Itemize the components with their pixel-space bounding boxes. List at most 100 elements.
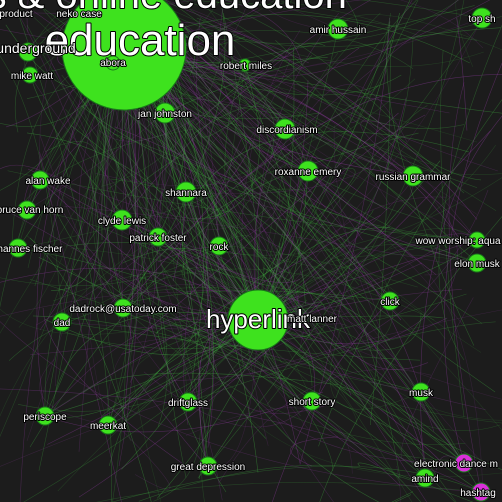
node-short-story-circle[interactable] xyxy=(302,391,322,411)
node-education-circle[interactable] xyxy=(61,0,187,111)
graph-edge xyxy=(257,105,428,321)
node-bruce-van-horn-label: bruce van horn xyxy=(0,205,63,216)
node-periscope-circle[interactable] xyxy=(35,406,55,426)
graph-edge xyxy=(19,28,98,502)
node-underground-circle[interactable] xyxy=(18,42,38,62)
node-driftglass-circle[interactable] xyxy=(178,392,198,412)
graph-edge xyxy=(123,47,502,431)
node-shannara-circle[interactable] xyxy=(175,181,197,203)
graph-edge xyxy=(257,239,478,321)
graph-edge xyxy=(257,52,339,321)
node-amind-circle[interactable] xyxy=(415,468,435,488)
graph-edge xyxy=(122,307,466,445)
node-alan-wake-label: alan wake xyxy=(25,176,70,187)
node-johannes-fischer-circle[interactable] xyxy=(8,238,28,258)
node-russian-grammar-circle[interactable] xyxy=(402,165,424,187)
graph-edge xyxy=(192,0,293,6)
graph-edge xyxy=(265,196,447,319)
graph-edge xyxy=(39,0,372,331)
graph-edge xyxy=(39,135,189,403)
node-russian-grammar-label: russian grammar xyxy=(375,172,451,183)
node-robert-miles-label: robert miles xyxy=(220,61,272,72)
graph-edge xyxy=(0,309,502,467)
graph-edge xyxy=(39,358,109,426)
graph-edge xyxy=(236,188,312,321)
graph-edge xyxy=(350,0,413,123)
node-elon-musk-circle[interactable] xyxy=(467,253,487,273)
graph-edge xyxy=(51,62,340,386)
node-hyperlink-circle[interactable] xyxy=(227,289,289,351)
graph-edge xyxy=(200,0,246,66)
node-abora-circle[interactable] xyxy=(105,55,121,71)
graph-edge xyxy=(299,97,407,319)
node-wow-worship-aqua-circle[interactable] xyxy=(468,231,486,249)
graph-edge xyxy=(44,391,324,433)
graph-edge xyxy=(107,316,259,426)
graph-edge xyxy=(207,319,259,468)
graph-edge xyxy=(181,0,386,177)
node-amir-hussain-circle[interactable] xyxy=(327,18,349,40)
graph-edge xyxy=(257,114,426,321)
node-roxanne-emery-circle[interactable] xyxy=(297,160,319,182)
node-matt-lanner-label: matt lanner xyxy=(287,314,338,325)
graph-edge xyxy=(42,307,191,470)
node-click-circle[interactable] xyxy=(380,291,400,311)
graph-edge xyxy=(185,120,428,502)
node-electronic-dance-m-circle[interactable] xyxy=(454,453,474,473)
graph-edge xyxy=(136,112,399,339)
graph-edge xyxy=(211,0,397,125)
graph-edge xyxy=(257,0,418,321)
graph-edge xyxy=(115,47,162,502)
node-education-label: education xyxy=(45,16,236,65)
graph-edge xyxy=(36,60,291,326)
node-wow-worship-aqua-label: wow worship: aqua xyxy=(414,236,500,247)
graph-edge xyxy=(271,0,422,38)
node-robert-miles-circle[interactable] xyxy=(238,58,252,72)
graph-edge xyxy=(244,414,502,477)
node-dadrock-usatoday-circle[interactable] xyxy=(113,298,133,318)
graph-edge xyxy=(386,21,475,346)
graph-edge xyxy=(138,464,423,502)
graph-edge xyxy=(392,239,483,484)
node-jan-johnston-circle[interactable] xyxy=(154,102,176,124)
graph-edge xyxy=(0,267,259,321)
node-electronic-dance-m-label: electronic dance m xyxy=(414,459,498,470)
node-alan-wake-circle[interactable] xyxy=(30,170,50,190)
graph-edge xyxy=(359,0,483,19)
node-musk-circle[interactable] xyxy=(411,382,431,402)
node-discordianism-circle[interactable] xyxy=(274,118,296,140)
graph-edge xyxy=(122,431,171,490)
graph-edge xyxy=(159,0,484,49)
node-hashtag-circle[interactable] xyxy=(471,482,491,502)
graph-edge xyxy=(176,0,497,211)
graph-edge xyxy=(44,49,223,501)
graph-edge xyxy=(455,0,474,67)
graph-edge xyxy=(123,47,502,114)
graph-edge xyxy=(318,99,502,447)
graph-edge xyxy=(456,17,468,131)
graph-edge xyxy=(123,47,334,502)
node-dad-circle[interactable] xyxy=(52,312,72,332)
node-rock-label: rock xyxy=(210,242,230,253)
graph-edge xyxy=(253,47,360,321)
node-great-depression-circle[interactable] xyxy=(198,456,218,476)
graph-edge xyxy=(308,84,408,143)
graph-edge xyxy=(257,315,444,321)
graph-edge xyxy=(123,47,465,464)
graph-edge xyxy=(27,0,74,53)
node-clyde-lewis-circle[interactable] xyxy=(111,209,133,231)
node-meerkat-circle[interactable] xyxy=(98,415,118,435)
graph-edge xyxy=(123,47,422,448)
node-hashtag-label: hashtag xyxy=(460,488,496,499)
graph-edge xyxy=(157,177,502,256)
node-mike-watt-circle[interactable] xyxy=(21,66,39,84)
graph-edge xyxy=(391,491,414,502)
node-bruce-van-horn-circle[interactable] xyxy=(17,200,37,220)
graph-edge xyxy=(18,247,259,321)
node-johannes-fischer-label: johannes fischer xyxy=(0,244,63,255)
node-top-sh-circle[interactable] xyxy=(471,7,493,29)
node-amind-label: amind xyxy=(411,474,438,485)
node-patrick-foster-circle[interactable] xyxy=(148,227,168,247)
node-rock-circle[interactable] xyxy=(209,236,229,256)
